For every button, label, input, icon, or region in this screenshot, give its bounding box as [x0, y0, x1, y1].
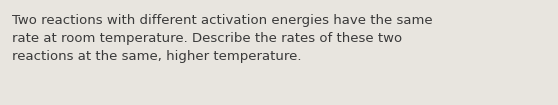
Text: reactions at the same, higher temperature.: reactions at the same, higher temperatur… [12, 50, 301, 63]
Text: rate at room temperature. Describe the rates of these two: rate at room temperature. Describe the r… [12, 32, 402, 45]
Text: Two reactions with different activation energies have the same: Two reactions with different activation … [12, 14, 432, 27]
